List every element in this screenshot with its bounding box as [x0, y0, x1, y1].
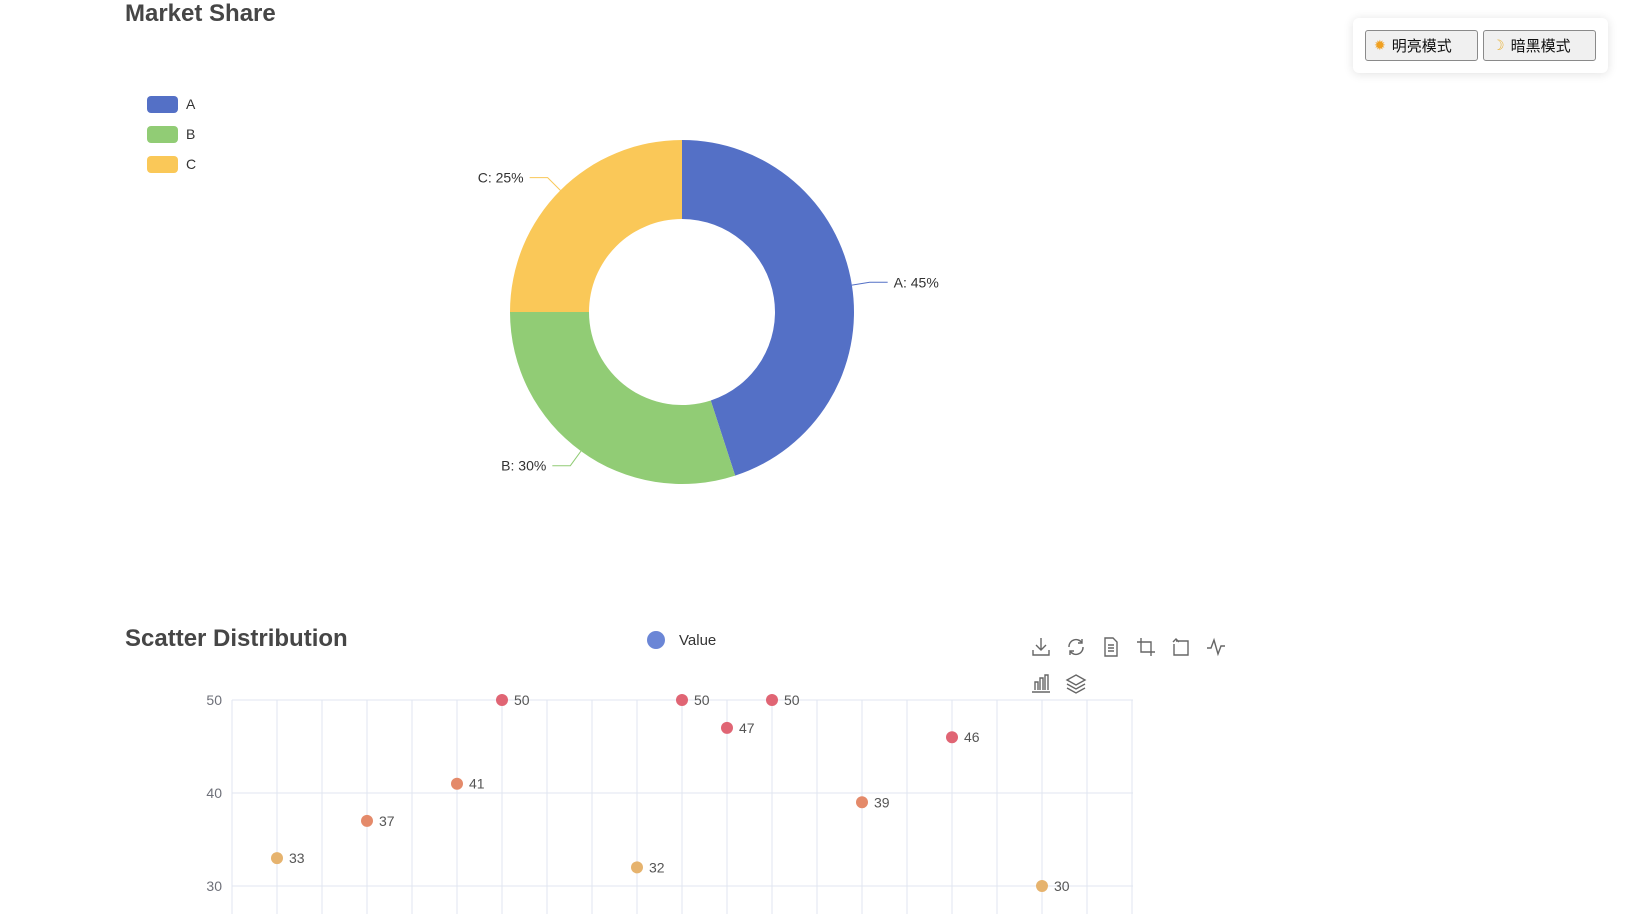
scatter-point[interactable]: [946, 731, 958, 744]
scatter-point-label: 32: [649, 859, 665, 875]
pie-chart-title: Market Share: [125, 0, 276, 27]
legend-swatch-a: [147, 95, 178, 113]
line-chart-icon[interactable]: [1205, 636, 1227, 658]
zoom-icon[interactable]: [1135, 636, 1157, 658]
scatter-point-label: 39: [874, 794, 890, 810]
sun-icon: ✹: [1374, 37, 1386, 54]
scatter-point-label: 37: [379, 813, 395, 829]
scatter-legend-marker: [647, 631, 665, 649]
scatter-point[interactable]: [451, 777, 463, 790]
pie-label-line-a: [851, 281, 888, 286]
dark-mode-label: 暗黑模式: [1510, 37, 1571, 55]
bar-chart-icon[interactable]: [1030, 672, 1052, 694]
scatter-point[interactable]: [721, 721, 733, 734]
scatter-point-label: 33: [289, 850, 305, 866]
y-tick-label: 40: [206, 785, 222, 801]
pie-label-c: C: 25%: [478, 170, 524, 186]
scatter-point-label: 41: [469, 776, 485, 792]
pie-label-line-b: [552, 450, 582, 467]
scatter-point-label: 50: [514, 692, 530, 708]
dark-mode-button[interactable]: ☽ 暗黑模式: [1483, 30, 1596, 61]
pie-slice-b[interactable]: [510, 312, 736, 485]
pie-slice-a[interactable]: [682, 140, 855, 476]
scatter-point-label: 50: [784, 692, 800, 708]
scatter-point[interactable]: [856, 796, 868, 809]
scatter-legend-label: Value: [679, 631, 717, 649]
data-view-icon[interactable]: [1100, 636, 1122, 658]
legend-label-c: C: [186, 156, 197, 172]
scatter-point[interactable]: [631, 861, 643, 874]
stack-icon[interactable]: [1065, 672, 1087, 694]
legend-swatch-c: [147, 155, 178, 173]
pie-label-a: A: 45%: [894, 274, 939, 290]
legend-item-a[interactable]: A: [147, 95, 195, 113]
zoom-reset-icon[interactable]: [1170, 636, 1192, 658]
crescent-moon-icon: ☽: [1492, 37, 1505, 54]
scatter-point-label: 30: [1054, 878, 1070, 894]
scatter-point[interactable]: [1036, 880, 1048, 892]
legend-label-b: B: [186, 126, 196, 142]
download-icon[interactable]: [1030, 636, 1052, 658]
scatter-point[interactable]: [361, 814, 373, 827]
light-mode-label: 明亮模式: [1391, 37, 1452, 55]
legend-item-c[interactable]: C: [147, 155, 196, 173]
scatter-point[interactable]: [766, 694, 778, 706]
scatter-point[interactable]: [496, 694, 508, 706]
scatter-point-label: 50: [694, 692, 710, 708]
scatter-legend-item[interactable]: Value: [647, 631, 716, 649]
scatter-point-label: 47: [739, 720, 755, 736]
legend-item-b[interactable]: B: [147, 125, 195, 143]
refresh-icon[interactable]: [1065, 636, 1087, 658]
legend-label-a: A: [186, 96, 196, 112]
scatter-point[interactable]: [271, 852, 283, 865]
y-tick-label: 30: [206, 878, 222, 894]
y-tick-label: 50: [206, 692, 222, 708]
pie-label-line-c: [529, 177, 561, 191]
light-mode-button[interactable]: ✹ 明亮模式: [1365, 30, 1478, 61]
legend-swatch-b: [147, 125, 178, 143]
scatter-point-label: 46: [964, 729, 980, 745]
scatter-point[interactable]: [676, 694, 688, 706]
pie-label-b: B: 30%: [501, 458, 546, 474]
theme-switcher-panel: ✹ 明亮模式 ☽ 暗黑模式: [1353, 18, 1608, 73]
pie-slice-c[interactable]: [510, 140, 682, 312]
scatter-chart-title: Scatter Distribution: [125, 625, 348, 652]
